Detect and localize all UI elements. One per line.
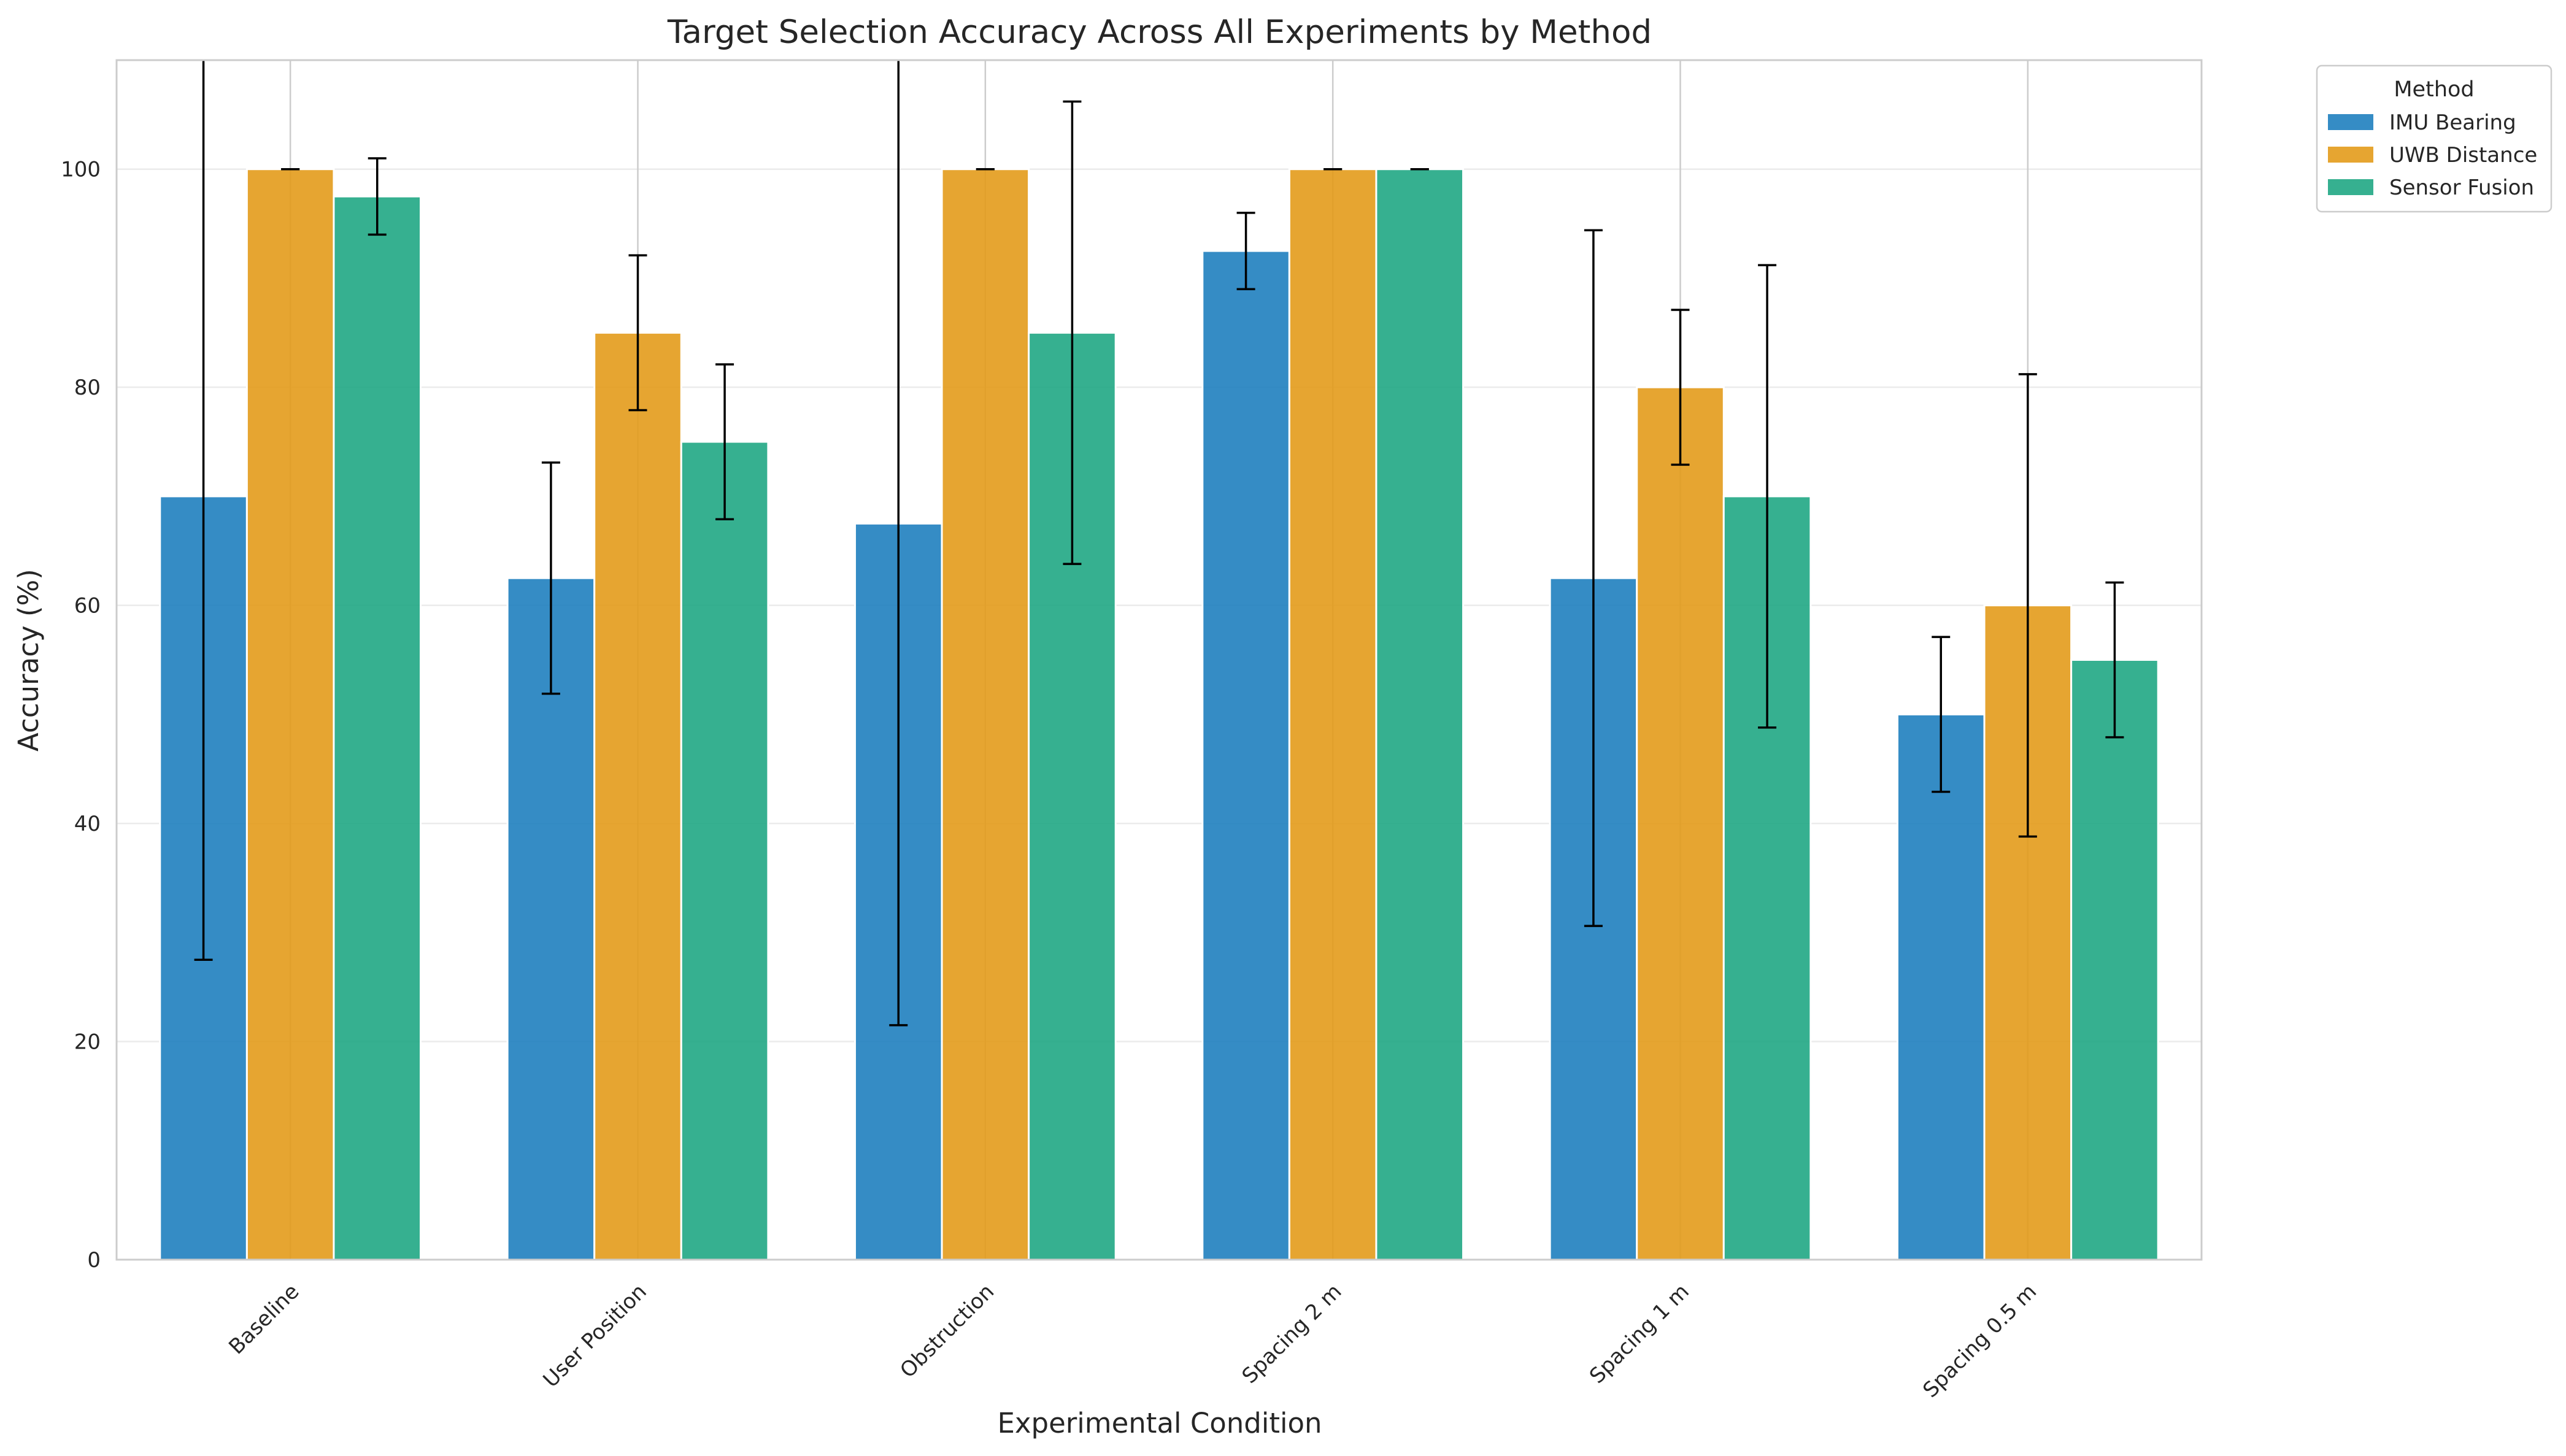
- y-tick-label: 80: [74, 376, 101, 400]
- x-tick-label: Baseline: [224, 1279, 304, 1359]
- legend-label: IMU Bearing: [2389, 110, 2516, 135]
- bar: [1896, 713, 1986, 1261]
- chart-title: Target Selection Accuracy Across All Exp…: [667, 13, 1652, 51]
- x-tick-label: Spacing 1 m: [1585, 1279, 1694, 1389]
- error-bars: [194, 60, 2124, 1027]
- x-axis-ticks: Baseline User Position Obstruction Spacing …: [224, 1279, 2041, 1403]
- legend-swatch: [2328, 179, 2373, 195]
- bar: [1375, 168, 1465, 1261]
- legend-items: IMU Bearing UWB Distance Sensor Fusion: [2328, 110, 2537, 200]
- y-tick-label: 20: [74, 1030, 101, 1055]
- plot-area-frame: [115, 59, 2203, 1261]
- legend: Method IMU Bearing UWB Distance Sensor Fus…: [2316, 64, 2553, 213]
- bar: [245, 168, 335, 1261]
- legend-swatch: [2328, 147, 2373, 163]
- bar: [1288, 168, 1377, 1261]
- bar: [941, 168, 1030, 1261]
- x-axis-label: Experimental Condition: [997, 1407, 1322, 1439]
- y-axis-label: Accuracy (%): [12, 569, 45, 752]
- y-tick-label: 40: [74, 812, 101, 836]
- y-axis-ticks: 0 20 40 60 80 100: [61, 158, 101, 1273]
- legend-title: Method: [2394, 77, 2474, 102]
- legend-label: UWB Distance: [2389, 143, 2537, 168]
- gridlines: [117, 60, 2202, 1260]
- x-tick-label: User Position: [539, 1279, 652, 1392]
- bar: [593, 331, 682, 1261]
- x-tick-label: Spacing 2 m: [1238, 1279, 1347, 1389]
- y-tick-label: 0: [87, 1248, 101, 1273]
- y-tick-label: 100: [61, 158, 101, 182]
- y-tick-label: 60: [74, 594, 101, 618]
- legend-swatch: [2328, 114, 2373, 130]
- bar: [1201, 250, 1290, 1261]
- legend-box: [2316, 64, 2553, 213]
- bar: [333, 195, 422, 1261]
- bar: [680, 441, 769, 1261]
- x-tick-label: Spacing 0.5 m: [1918, 1279, 2041, 1403]
- legend-label: Sensor Fusion: [2389, 175, 2534, 200]
- bar: [2070, 659, 2159, 1261]
- x-tick-label: Obstruction: [895, 1279, 999, 1383]
- bars: [159, 168, 2159, 1261]
- bar: [1636, 386, 1725, 1261]
